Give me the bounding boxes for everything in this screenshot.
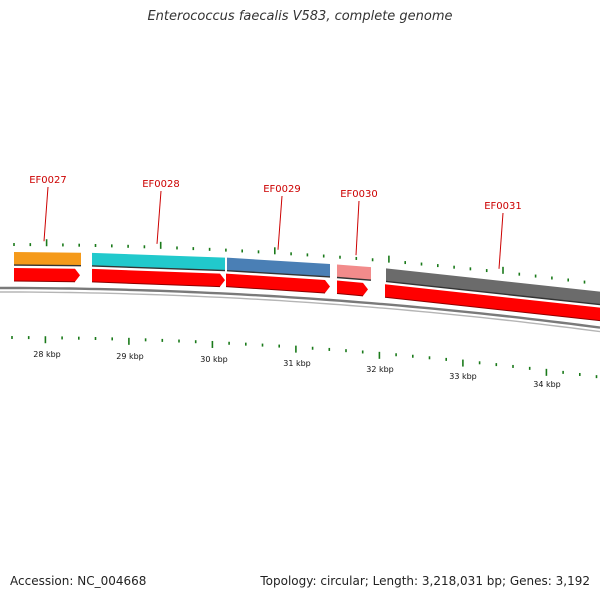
scale-label: 30 kbp [200, 355, 228, 364]
scale-label: 32 kbp [366, 365, 394, 374]
genome-backbone-inner [0, 291, 600, 333]
gene-bar-ef0028 [92, 252, 225, 271]
gene-label-ef0031: EF0031 [484, 201, 522, 212]
cds-arrow [385, 284, 600, 321]
gene-bar-ef0030 [337, 264, 371, 281]
cds-arrow-edge [225, 286, 326, 294]
gene-label-ef0028: EF0028 [142, 179, 180, 190]
cds-arrow-edge [91, 281, 221, 288]
gene-label-ef0029: EF0029 [263, 184, 301, 195]
gene-label-leader [156, 190, 162, 244]
scale-label: 34 kbp [533, 380, 561, 389]
cds-arrow [337, 280, 368, 296]
gene-label-ef0030: EF0030 [340, 189, 378, 200]
gene-bar-edge [226, 269, 331, 278]
gene-bar-ef0027 [14, 252, 81, 266]
cds-arrow-edge [384, 296, 600, 322]
gene-label-leader [43, 186, 49, 242]
gene-label-ef0027: EF0027 [29, 175, 67, 186]
genome-summary-text: Topology: circular; Length: 3,218,031 bp… [260, 574, 590, 588]
gene-bar-edge [13, 264, 82, 267]
scale-label: 33 kbp [449, 372, 477, 381]
accession-text: Accession: NC_004668 [10, 574, 147, 588]
map-title: Enterococcus faecalis V583, complete gen… [147, 9, 453, 24]
gene-bar-edge [385, 280, 600, 306]
scale-label: 31 kbp [283, 359, 311, 368]
gene-bar-edge [91, 265, 226, 272]
gene-label-leader [277, 195, 283, 250]
scale-label: 29 kbp [116, 352, 144, 361]
cds-arrow [14, 268, 80, 282]
gene-bar-edge [336, 276, 372, 281]
gene-bar-ef0031 [386, 268, 600, 305]
cds-arrow-edge [13, 280, 76, 283]
cds-arrow-edge [336, 292, 364, 297]
gene-label-leader [498, 212, 504, 269]
gene-label-leader [355, 200, 360, 256]
genome-backbone-outer [0, 286, 600, 329]
cds-arrow [92, 268, 225, 287]
scale-label: 28 kbp [33, 350, 61, 359]
